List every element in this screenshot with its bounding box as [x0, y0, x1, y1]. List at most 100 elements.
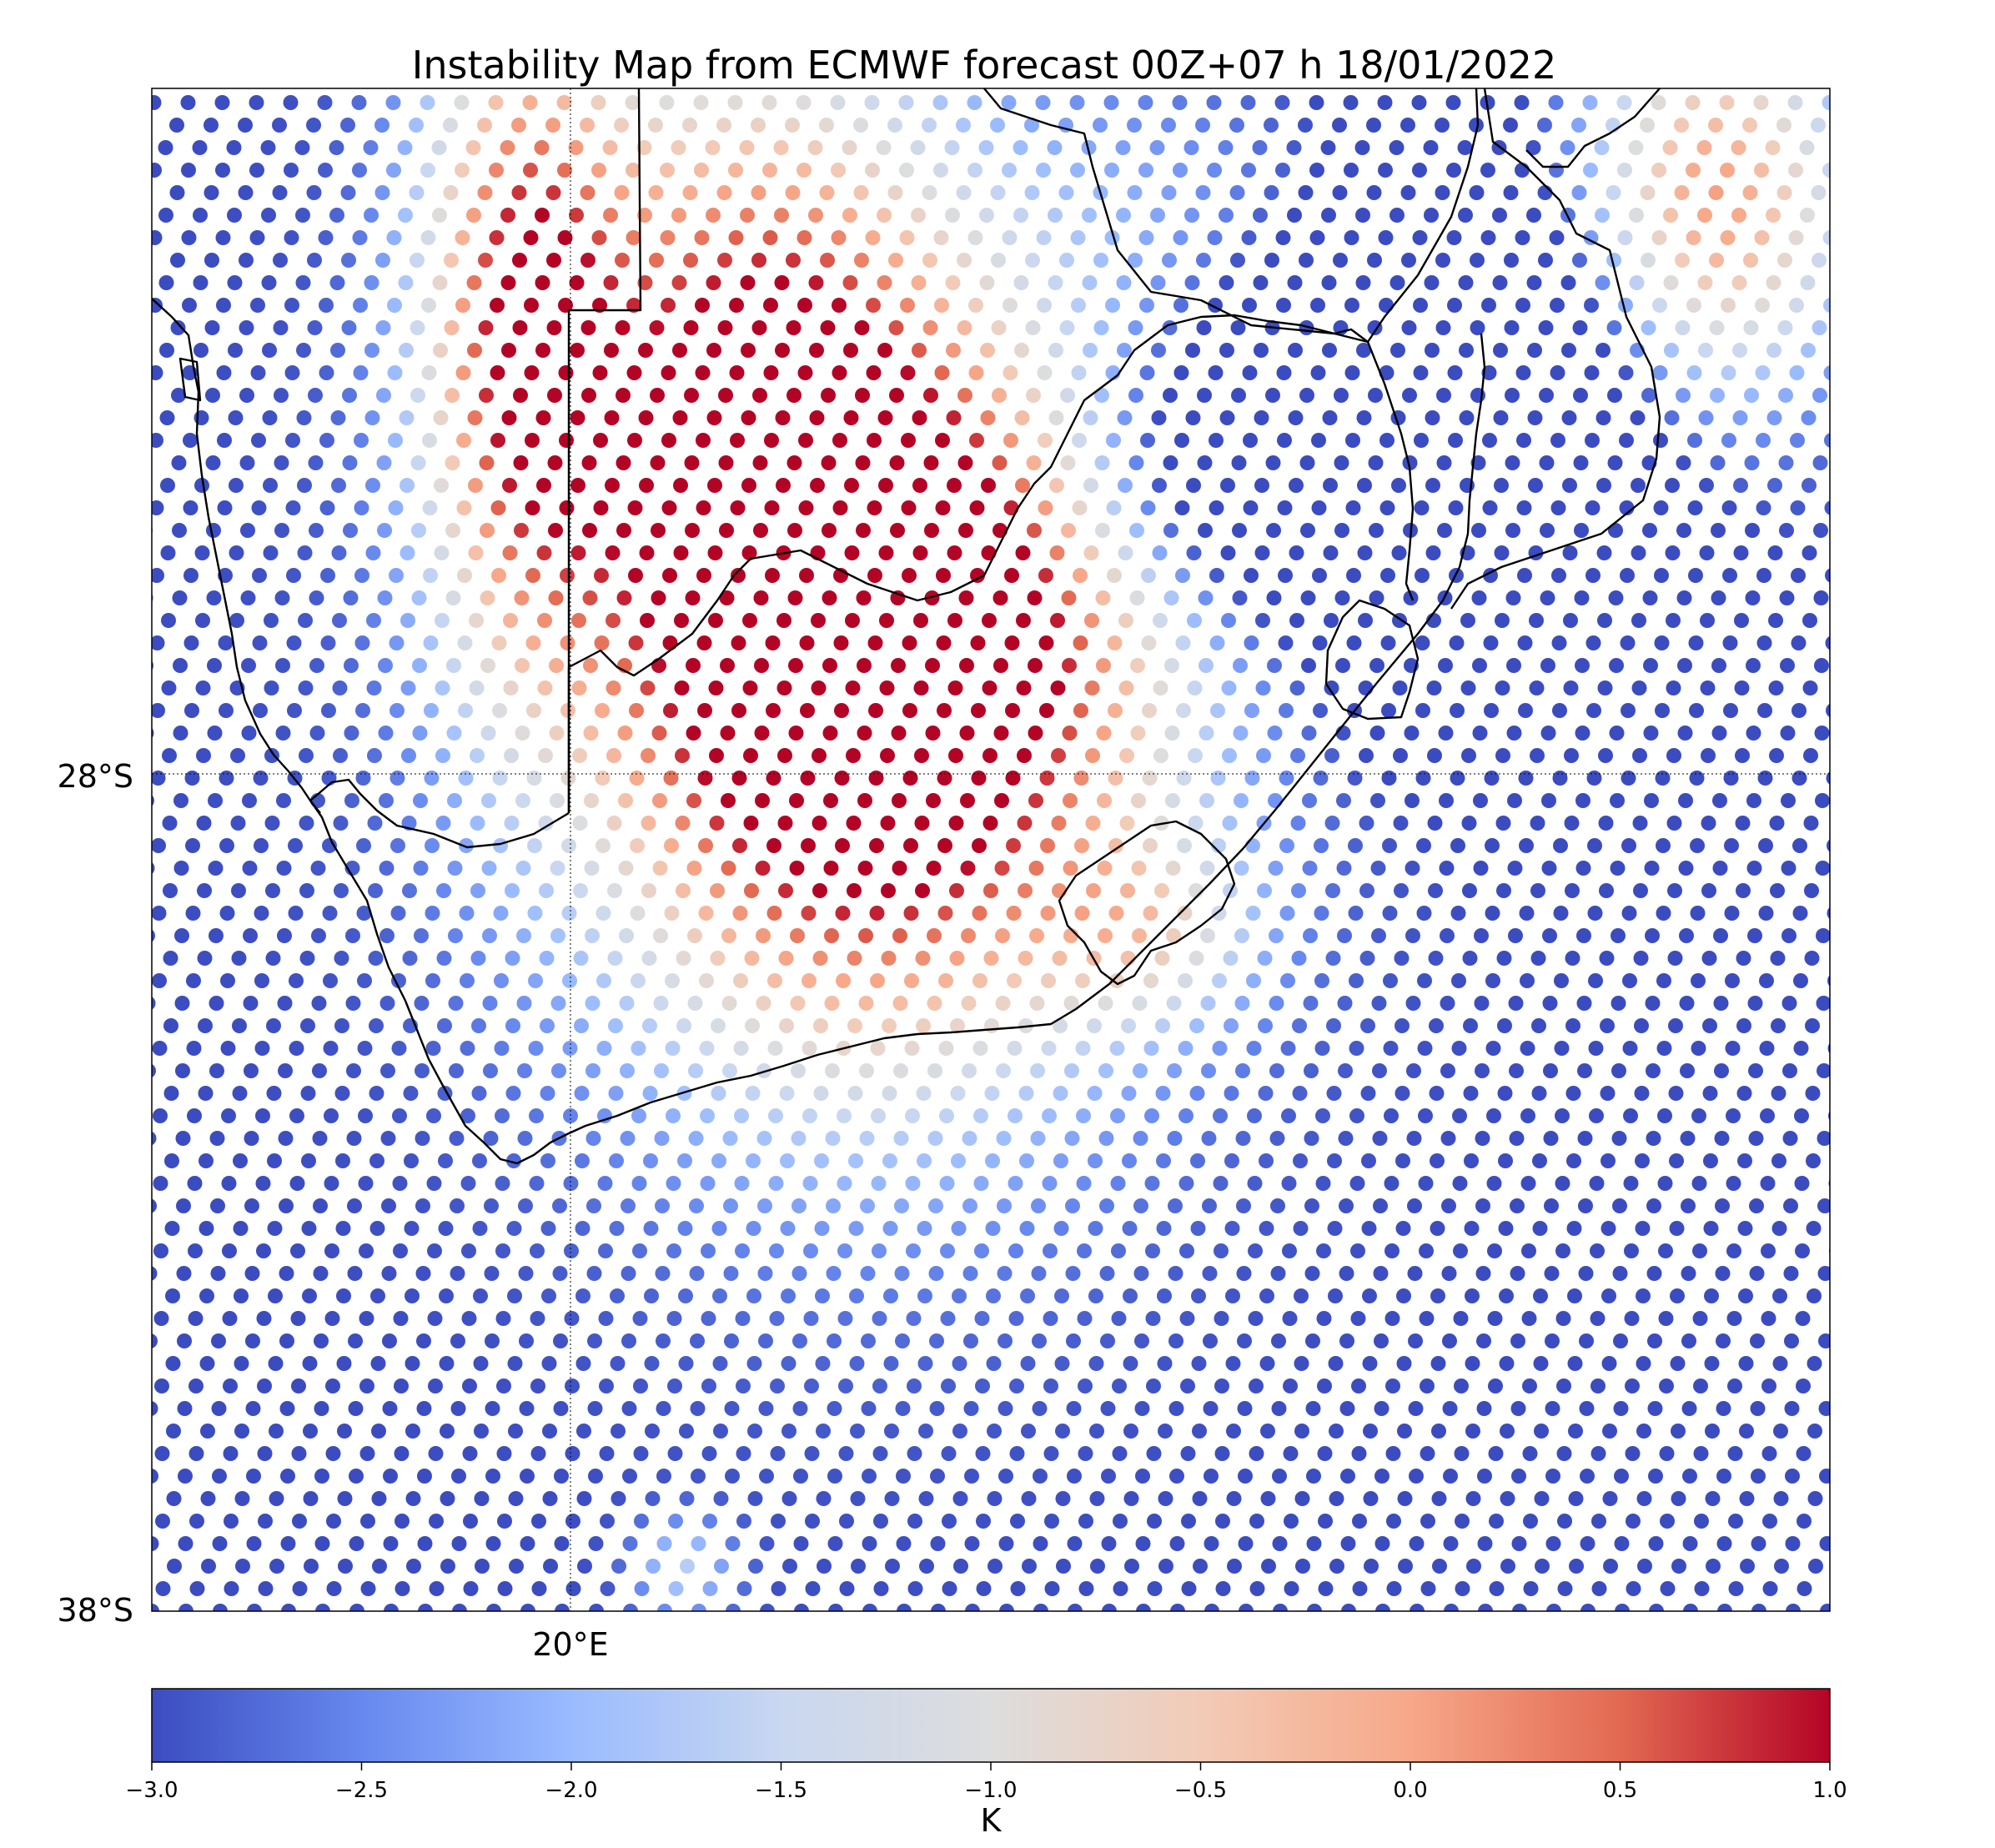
instability-point — [1622, 1041, 1638, 1056]
instability-point — [716, 185, 732, 200]
instability-point — [1603, 1559, 1618, 1574]
instability-point — [636, 140, 652, 155]
instability-point — [1551, 568, 1566, 583]
instability-point — [1396, 1356, 1412, 1371]
instability-point — [1532, 1153, 1547, 1168]
instability-point — [1440, 996, 1455, 1011]
instability-point — [495, 1176, 510, 1191]
instability-point — [1098, 1131, 1114, 1146]
instability-point — [377, 523, 392, 538]
instability-point — [639, 478, 654, 493]
instability-point — [1598, 816, 1614, 831]
instability-point — [791, 1063, 806, 1078]
instability-point — [609, 1153, 624, 1168]
instability-point — [541, 1356, 557, 1371]
instability-point — [546, 253, 561, 268]
instability-point — [1076, 1108, 1091, 1123]
instability-point — [957, 253, 972, 268]
instability-point — [1282, 1311, 1298, 1326]
instability-point — [877, 343, 892, 358]
instability-point — [731, 771, 747, 786]
instability-point — [475, 1559, 490, 1574]
instability-point — [1670, 1288, 1685, 1303]
instability-point — [346, 1131, 362, 1146]
instability-point — [1538, 320, 1554, 335]
instability-point — [843, 410, 859, 425]
instability-point — [1641, 388, 1656, 403]
instability-point — [651, 523, 666, 538]
instability-point — [595, 906, 611, 921]
instability-point — [633, 1378, 648, 1394]
instability-point — [774, 275, 790, 290]
lon-label-20e: 20°E — [532, 1626, 608, 1663]
instability-point — [638, 343, 653, 358]
instability-point — [1150, 208, 1165, 223]
instability-point — [369, 1018, 384, 1033]
instability-point — [570, 545, 586, 560]
instability-point — [1470, 253, 1485, 268]
instability-point — [196, 816, 212, 831]
instability-point — [1765, 73, 1780, 88]
instability-point — [1717, 1604, 1732, 1611]
instability-point — [747, 1424, 762, 1439]
instability-point — [1731, 140, 1746, 155]
instability-point — [1098, 928, 1113, 943]
instability-point — [1822, 95, 1830, 110]
instability-point — [1580, 1604, 1595, 1611]
instability-point — [1594, 73, 1609, 88]
instability-point — [802, 1041, 817, 1056]
instability-point — [318, 230, 334, 245]
instability-point — [584, 793, 599, 808]
instability-point — [608, 1018, 623, 1033]
instability-point — [345, 928, 360, 943]
instability-point — [1591, 1514, 1606, 1529]
instability-point — [911, 275, 927, 290]
instability-point — [309, 726, 325, 741]
instability-point — [220, 973, 235, 988]
instability-point — [1578, 1266, 1594, 1281]
instability-point — [1560, 73, 1575, 88]
instability-point — [1475, 1266, 1491, 1281]
instability-point — [1245, 906, 1261, 921]
instability-point — [1206, 95, 1222, 110]
instability-point — [519, 1401, 535, 1416]
instability-point — [1018, 951, 1033, 966]
instability-point — [326, 1514, 341, 1529]
instability-point — [1530, 748, 1545, 763]
instability-point — [792, 1333, 807, 1348]
instability-point — [1595, 208, 1610, 223]
instability-point — [1337, 996, 1353, 1011]
instability-point — [1783, 1198, 1798, 1213]
instability-point — [786, 455, 802, 470]
instability-point — [918, 1491, 934, 1506]
instability-point — [152, 95, 162, 110]
instability-point — [1621, 771, 1636, 786]
instability-point — [1077, 1311, 1093, 1326]
instability-point — [1246, 1041, 1262, 1056]
instability-point — [1394, 1018, 1410, 1033]
instability-point — [744, 951, 760, 966]
instability-point — [1751, 1604, 1766, 1611]
instability-point — [802, 1176, 818, 1191]
instability-point — [187, 1108, 202, 1123]
colorbar-tick-label: 0.0 — [1393, 1778, 1427, 1803]
instability-point — [1503, 118, 1518, 133]
instability-point — [1329, 1424, 1344, 1439]
instability-point — [616, 388, 631, 403]
instability-point — [1631, 545, 1646, 560]
instability-point — [1369, 726, 1385, 741]
instability-point — [543, 1559, 558, 1574]
instability-point — [1016, 613, 1031, 628]
instability-point — [193, 275, 209, 290]
instability-point — [257, 1378, 272, 1394]
instability-point — [787, 590, 803, 605]
instability-point — [1266, 590, 1282, 605]
instability-point — [152, 635, 165, 650]
instability-point — [1381, 703, 1396, 718]
instability-point — [258, 1581, 274, 1596]
instability-point — [1244, 703, 1259, 718]
instability-point — [152, 433, 163, 448]
instability-point — [311, 996, 327, 1011]
instability-point — [1761, 1378, 1776, 1394]
instability-point — [1774, 1559, 1789, 1574]
